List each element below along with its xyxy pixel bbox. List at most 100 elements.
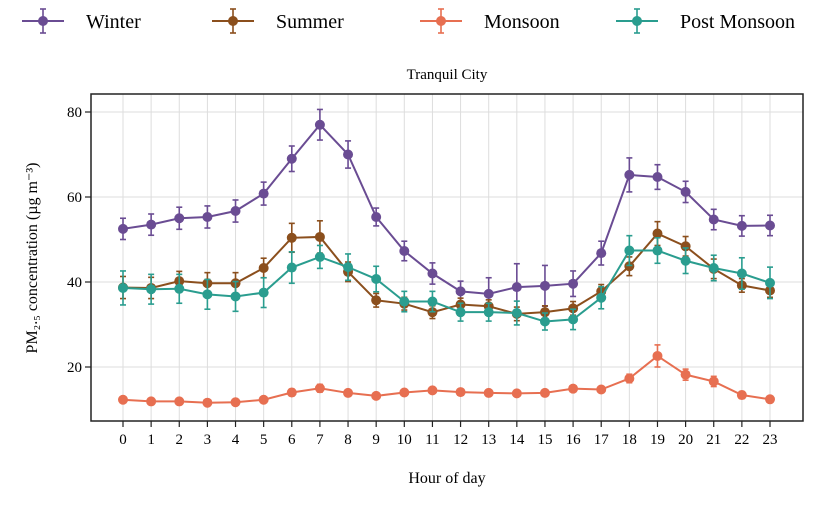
x-tick-label: 9 bbox=[372, 432, 380, 448]
data-point bbox=[511, 388, 522, 399]
y-tick-label: 40 bbox=[67, 275, 82, 291]
data-point bbox=[765, 277, 775, 288]
x-tick-label: 23 bbox=[763, 432, 778, 448]
x-tick-label: 13 bbox=[481, 432, 496, 448]
data-point bbox=[511, 282, 522, 293]
series-summer bbox=[118, 220, 775, 322]
data-point bbox=[511, 308, 522, 319]
data-point bbox=[258, 394, 269, 405]
x-tick-label: 19 bbox=[650, 432, 665, 448]
legend-marker bbox=[228, 16, 238, 26]
y-axis-label: PM₂.₅ concentration (µg m⁻³) bbox=[24, 163, 41, 354]
data-point bbox=[455, 387, 466, 398]
data-point bbox=[483, 387, 494, 398]
legend: Winter Summer Monsoon Post Monsoon bbox=[22, 8, 795, 34]
legend-label: Winter bbox=[86, 11, 141, 33]
x-tick-label: 14 bbox=[509, 432, 525, 448]
data-point bbox=[427, 268, 438, 279]
data-point bbox=[652, 172, 663, 183]
data-point bbox=[680, 369, 691, 380]
x-tick-label: 1 bbox=[147, 432, 155, 448]
data-point bbox=[343, 262, 354, 273]
y-tick-label: 60 bbox=[67, 190, 82, 206]
x-tick-label: 22 bbox=[734, 432, 749, 448]
series-post-monsoon bbox=[118, 234, 775, 331]
data-point bbox=[736, 220, 747, 231]
data-point bbox=[652, 228, 663, 239]
data-point bbox=[202, 289, 213, 300]
x-tick-label: 6 bbox=[288, 432, 296, 448]
data-point bbox=[286, 232, 297, 243]
x-tick-label: 18 bbox=[622, 432, 637, 448]
data-point bbox=[708, 376, 719, 387]
data-point bbox=[146, 396, 157, 407]
data-point bbox=[708, 262, 719, 273]
x-tick-label: 10 bbox=[397, 432, 412, 448]
data-point bbox=[427, 385, 438, 396]
data-point bbox=[483, 288, 494, 299]
data-point bbox=[708, 214, 719, 225]
data-point bbox=[286, 262, 297, 273]
data-point bbox=[596, 384, 607, 395]
data-point bbox=[230, 291, 241, 302]
data-point bbox=[568, 383, 579, 394]
x-tick-label: 12 bbox=[453, 432, 468, 448]
data-point bbox=[624, 261, 635, 272]
data-point bbox=[539, 316, 550, 327]
data-point bbox=[568, 314, 579, 325]
legend-label: Monsoon bbox=[484, 11, 560, 33]
x-tick-label: 15 bbox=[537, 432, 552, 448]
x-tick-label: 4 bbox=[232, 432, 240, 448]
y-tick-label: 80 bbox=[67, 105, 82, 121]
data-point bbox=[568, 303, 579, 314]
legend-item: Post Monsoon bbox=[616, 8, 795, 34]
data-point bbox=[314, 383, 325, 394]
grid bbox=[91, 94, 803, 421]
data-point bbox=[371, 211, 382, 222]
data-point bbox=[624, 245, 635, 256]
series-monsoon bbox=[118, 344, 775, 408]
data-point bbox=[118, 282, 128, 293]
x-tick-label: 21 bbox=[706, 432, 721, 448]
y-tick-label: 20 bbox=[67, 360, 82, 376]
data-point bbox=[174, 396, 185, 407]
legend-label: Post Monsoon bbox=[680, 11, 795, 33]
data-point bbox=[202, 211, 213, 222]
data-point bbox=[286, 153, 297, 164]
x-tick-label: 2 bbox=[176, 432, 184, 448]
x-tick-label: 8 bbox=[344, 432, 352, 448]
data-point bbox=[230, 397, 241, 408]
data-point bbox=[371, 295, 382, 306]
data-point bbox=[399, 387, 410, 398]
legend-item: Summer bbox=[212, 8, 344, 34]
legend-marker bbox=[436, 16, 446, 26]
data-point bbox=[118, 394, 128, 405]
x-tick-label: 17 bbox=[594, 432, 610, 448]
chart-title: Tranquil City bbox=[407, 67, 488, 83]
data-point bbox=[399, 296, 410, 307]
data-point bbox=[596, 248, 607, 259]
series-line bbox=[122, 249, 771, 323]
x-tick-label: 3 bbox=[204, 432, 212, 448]
series-line bbox=[122, 123, 771, 295]
x-axis-label: Hour of day bbox=[408, 470, 485, 487]
data-point bbox=[539, 387, 550, 398]
data-point bbox=[314, 119, 325, 130]
data-point bbox=[652, 245, 663, 256]
data-point bbox=[314, 251, 325, 262]
data-point bbox=[736, 390, 747, 401]
data-point bbox=[455, 307, 466, 318]
x-tick-label: 0 bbox=[119, 432, 127, 448]
data-point bbox=[146, 219, 157, 230]
data-point bbox=[202, 397, 213, 408]
data-point bbox=[174, 213, 185, 224]
x-tick-label: 7 bbox=[316, 432, 324, 448]
legend-item: Monsoon bbox=[420, 8, 560, 34]
x-tick-label: 20 bbox=[678, 432, 693, 448]
data-point bbox=[258, 262, 269, 273]
series-winter bbox=[118, 108, 775, 312]
data-point bbox=[399, 245, 410, 256]
data-point bbox=[680, 186, 691, 197]
y-axis: 20 40 60 80 bbox=[67, 105, 91, 376]
x-axis: 0 1 2 3 4 5 6 7 8 9 10 11 12 13 14 15 16 17 18 19 20 21 22 23 bbox=[119, 421, 778, 448]
